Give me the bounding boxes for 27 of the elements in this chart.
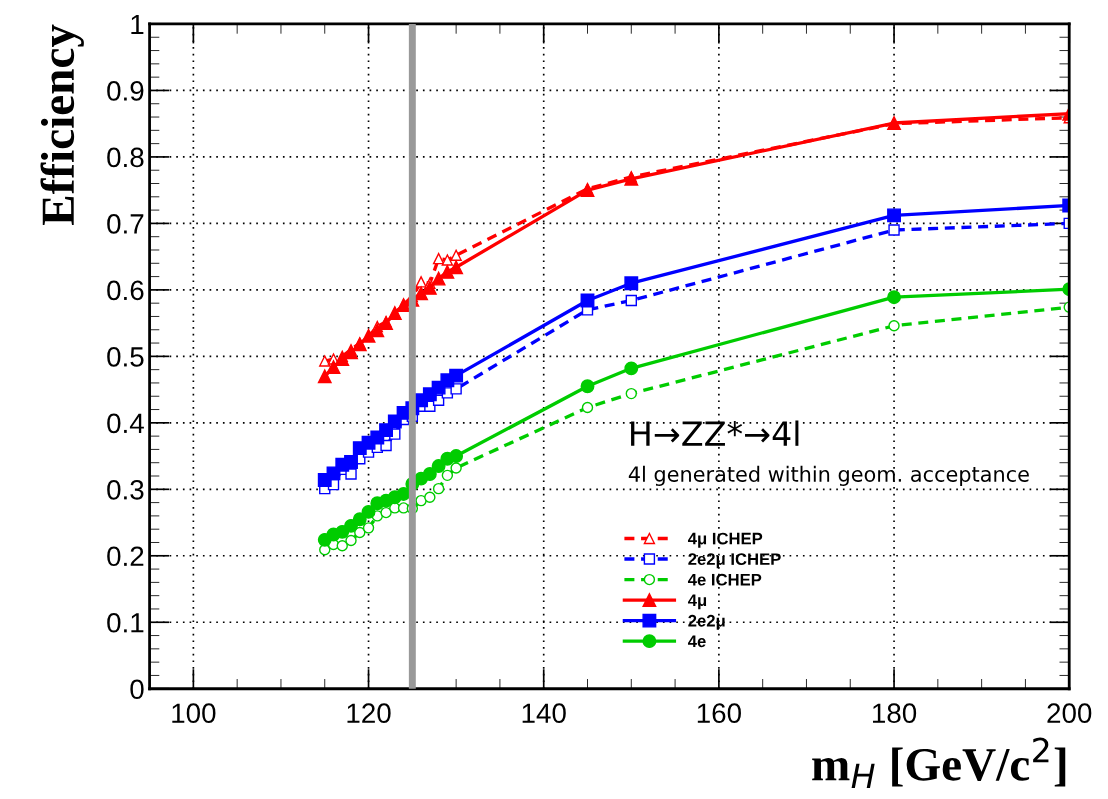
annotation: H→ZZ*→4l [631,420,799,446]
x-tick-label: 160 [697,703,741,724]
legend-label: 4μ [687,594,707,610]
x-tick-label: 140 [522,703,566,724]
y-tick-label: 0.6 [107,280,144,301]
y-tick-label: 0.8 [107,147,144,168]
y-tick-label: 0 [130,679,144,700]
y-tick-label: 0.7 [107,214,144,234]
x-tick-label: 180 [873,703,917,724]
x-tick-label: 100 [172,703,216,724]
y-tick-label: 0.2 [107,546,144,567]
legend-label: 2e2μ ICHEP [688,553,781,569]
annotation: 4l generated within geom. acceptance [628,465,1029,486]
y-tick-label: 0.1 [107,612,144,633]
legend-label: 4μ ICHEP [687,532,763,548]
x-axis-title: m$_{H}$ [GeV/c$^{2}$] [812,737,1066,788]
x-tick-label: 200 [1047,703,1092,724]
y-tick-label: 0.9 [107,81,144,101]
y-axis-title: Efficiency [40,24,84,226]
y-tick-label: 0.4 [107,413,144,434]
legend-label: 4e [687,635,706,648]
y-tick-label: 1 [131,14,144,35]
y-tick-label: 0.5 [107,347,144,367]
y-tick-label: 0.3 [107,479,144,500]
legend-label: 4e ICHEP [687,573,762,586]
x-tick-label: 120 [347,703,391,724]
legend-label: 2e2μ [688,614,725,630]
